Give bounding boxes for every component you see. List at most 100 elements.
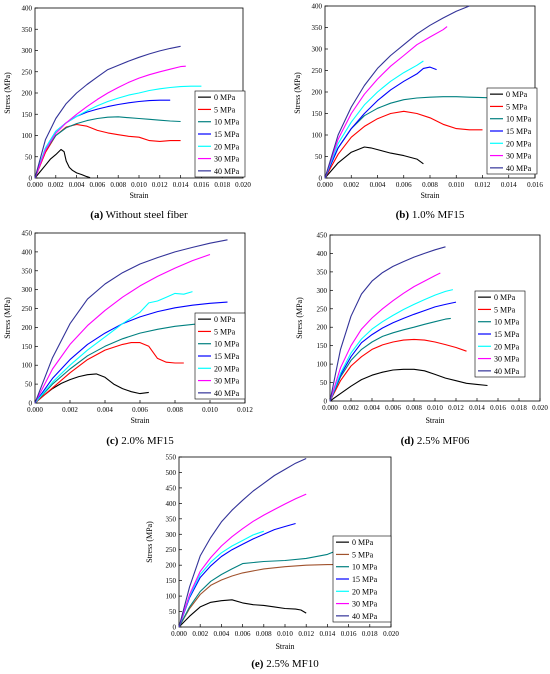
panel-e-series-10-mpa [178,551,339,628]
panel-d-x-tick-label: 0.020 [532,404,548,412]
panel-c-x-tick-label: 0.000 [27,406,43,414]
panel-b-y-tick-label: 300 [312,46,323,54]
panel-c-y-tick-label: 300 [22,286,33,294]
panel-c-legend-entry: 0 MPa [214,315,236,324]
panel-a-x-tick-label: 0.000 [27,181,43,189]
panel-d-series-20-mpa [329,289,454,402]
panel-a-x-tick-label: 0.014 [173,181,189,189]
panel-a-x-tick-label: 0.010 [131,181,147,189]
panel-d-series-5-mpa [329,338,467,402]
panel-b-caption-letter: (b) [396,209,410,221]
panel-e-legend-entry: 10 MPa [352,563,378,572]
panel-a-y-tick-label: 250 [22,68,33,76]
panel-e-x-tick-label: 0.008 [256,630,272,638]
panel-b-legend-entry: 0 MPa [506,90,528,99]
panel-d-y-tick-label: 0 [324,398,328,406]
panel-a: 0.000 0.002 0.004 0.006 0.008 0.010 0.012 0.014… [3,5,251,222]
panel-c: 0.000 0.002 0.004 0.006 0.008 0.010 0.012 0 50 10… [3,230,253,448]
panel-d-caption: (d) 2.5% MF06 [401,435,470,447]
panel-e-legend-entry: 30 MPa [352,600,378,609]
panel-a-caption-letter: (a) [90,209,103,221]
panel-d-plot: 0.000 0.002 0.004 0.006 0.008 0.010 0.012 0.014… [317,232,549,413]
panel-e-x-tick-label: 0.004 [214,630,230,638]
panel-e: 0.000 0.002 0.004 0.006 0.008 0.010 0.012 0.014… [145,454,399,671]
panel-d-legend-entry: 40 MPa [494,367,520,376]
panel-e-x-tick-label: 0.012 [298,630,314,638]
panel-e-x-tick-label: 0.020 [383,630,399,638]
panel-d-x-tick-label: 0.010 [427,404,443,412]
panel-a-series-10-mpa [34,116,181,179]
panel-e-y-tick-label: 100 [166,593,177,601]
panel-c-series-15-mpa [34,301,228,404]
panel-b-x-tick-label: 0.010 [448,181,464,189]
panel-e-plot: 0.000 0.002 0.004 0.006 0.008 0.010 0.012 0.014… [166,454,400,639]
panel-d-x-tick-label: 0.018 [511,404,527,412]
panel-d-legend-entry: 15 MPa [494,330,520,339]
panel-c-xlabel: Strain [130,416,149,425]
panel-a-legend-entry: 5 MPa [214,105,236,114]
panel-d-y-tick-label: 50 [320,379,328,387]
panel-c-series-40-mpa [34,239,228,404]
panel-a-x-tick-label: 0.004 [69,181,85,189]
panel-e-legend-entry: 0 MPa [352,538,374,547]
panel-d-y-tick-label: 200 [317,324,328,332]
panel-e-xlabel: Strain [275,642,294,651]
panel-d-xlabel: Strain [425,416,444,425]
panel-a-caption-text: Without steel fiber [103,209,188,221]
panel-c-caption: (c) 2.0% MF15 [106,435,174,447]
panel-a-x-tick-label: 0.012 [152,181,168,189]
panel-e-legend-entry: 5 MPa [352,550,374,559]
panel-b-x-tick-label: 0.002 [343,181,359,189]
panel-d-legend-entry: 10 MPa [494,318,520,327]
panel-d-x-tick-label: 0.002 [343,404,359,412]
panel-b-series-15-mpa [324,66,437,179]
panel-b-y-tick-label: 200 [312,89,323,97]
panel-c-x-tick-label: 0.008 [167,406,183,414]
panel-d-x-tick-label: 0.014 [469,404,485,412]
panel-a-x-tick-label: 0.006 [90,181,106,189]
panel-b-ylabel: Stress (MPa) [293,72,302,114]
panel-b-series-0-mpa [324,146,424,179]
panel-c-series-5-mpa [34,342,184,404]
panel-a-y-tick-label: 350 [22,26,33,34]
panel-a-legend-entry: 0 MPa [214,93,236,102]
panel-d-x-tick-label: 0.016 [490,404,506,412]
panel-c-y-tick-label: 50 [25,381,33,389]
panel-c-legend-entry: 10 MPa [214,340,240,349]
panel-e-y-tick-label: 400 [166,500,177,508]
panel-a-y-tick-label: 200 [22,90,33,98]
panel-b-y-tick-label: 0 [319,175,323,183]
panel-e-legend-entry: 20 MPa [352,587,378,596]
panel-b-caption-text: 1.0% MF15 [409,209,465,221]
panel-c-series-10-mpa [34,322,207,404]
panel-d-y-tick-label: 250 [317,305,328,313]
panel-c-x-tick-label: 0.004 [97,406,113,414]
panel-b-series-20-mpa [324,60,424,179]
panel-e-y-tick-label: 500 [166,469,177,477]
panel-c-legend-entry: 5 MPa [214,327,236,336]
panel-b-y-tick-label: 400 [312,3,323,11]
panel-b-series-40-mpa [324,5,470,179]
panel-c-series-0-mpa [34,373,149,404]
panel-d-y-tick-label: 300 [317,287,328,295]
panel-b-caption: (b) 1.0% MF15 [396,209,465,221]
panel-b-series-30-mpa [324,26,448,179]
panel-a-legend-entry: 40 MPa [214,167,240,176]
panel-b-x-tick-label: 0.004 [370,181,386,189]
panel-c-plot: 0.000 0.002 0.004 0.006 0.008 0.010 0.012 0 50 10… [22,230,254,415]
panel-a-legend-entry: 30 MPa [214,155,240,164]
panel-b-x-tick-label: 0.000 [317,181,333,189]
panel-d-x-tick-label: 0.006 [385,404,401,412]
panel-c-y-tick-label: 0 [29,400,33,408]
panel-d-y-tick-label: 150 [317,342,328,350]
panel-c-x-tick-label: 0.012 [237,406,253,414]
panel-d-x-tick-label: 0.008 [406,404,422,412]
panel-e-legend-entry: 15 MPa [352,575,378,584]
panel-a-ylabel: Stress (MPa) [3,72,12,114]
panel-e-ylabel: Stress (MPa) [145,521,154,563]
panel-a-x-tick-label: 0.018 [214,181,230,189]
panel-b-x-tick-label: 0.016 [527,181,543,189]
panel-d-series-10-mpa [329,317,451,402]
panel-e-y-tick-label: 200 [166,562,177,570]
panel-b-legend-entry: 20 MPa [506,139,532,148]
